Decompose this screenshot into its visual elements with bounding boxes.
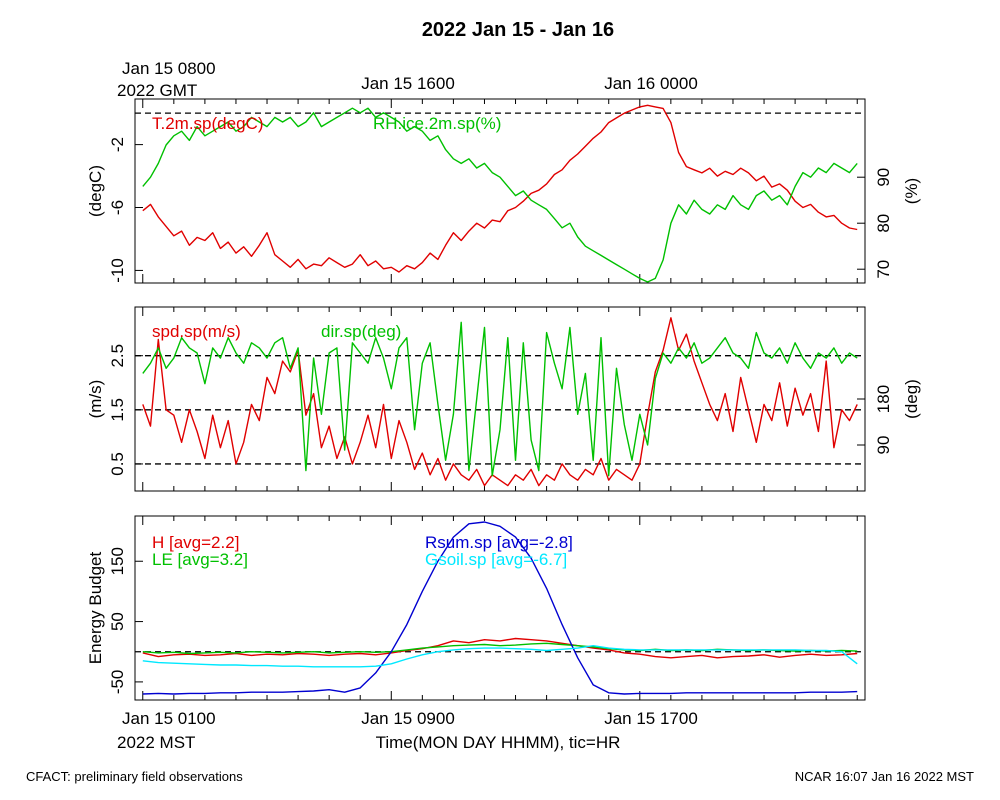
panel-1-frame xyxy=(134,98,866,284)
y-tick-label-left: 150 xyxy=(108,547,127,575)
legend-temperature: T.2m.sp(degC) xyxy=(152,114,263,133)
series-line-dir-sp-deg xyxy=(142,321,858,477)
series-line-rh-ice-2m-sp xyxy=(142,107,858,283)
y-tick-label-left: -50 xyxy=(108,670,127,695)
chart-title: 2022 Jan 15 - Jan 16 xyxy=(422,19,614,41)
bottom-axis-start-tz: 2022 MST xyxy=(117,733,195,752)
series-line-gsoil-sp-avg-6-7 xyxy=(142,645,858,668)
y-tick-label-left: -6 xyxy=(108,200,127,215)
y-label-left-3: Energy Budget xyxy=(86,551,105,664)
legend-le: LE [avg=3.2] xyxy=(152,550,248,569)
y-tick-label-left: 2.5 xyxy=(108,344,127,368)
panel-wind: 2.5 1.5 0.5 180 90 spd.sp(m/s) dir.sp(deg) (… xyxy=(86,306,921,492)
y-label-right-1: (%) xyxy=(902,178,921,204)
legend-humidity: RH.ice.2m.sp(%) xyxy=(373,114,501,133)
y-tick-label-right: 80 xyxy=(874,214,893,233)
legend-rsum: Rsum.sp [avg=-2.8] xyxy=(425,533,573,552)
footer-left: CFACT: preliminary field observations xyxy=(26,769,243,784)
series-line-h-avg-2-2 xyxy=(142,637,858,659)
top-axis-start-date: Jan 15 0800 xyxy=(122,59,216,78)
panel-temperature-humidity: -2 -6 -10 90 80 70 T.2m.sp(degC) RH.ice.2m.sp… xyxy=(86,98,921,284)
top-axis-label-1: Jan 15 1600 xyxy=(361,74,455,93)
footer-right: NCAR 16:07 Jan 16 2022 MST xyxy=(795,769,974,784)
y-tick-label-left: 50 xyxy=(108,612,127,631)
series-line-t-2m-sp-degc xyxy=(142,104,858,273)
legend-wind-speed: spd.sp(m/s) xyxy=(152,322,241,341)
legend-wind-direction: dir.sp(deg) xyxy=(321,322,401,341)
y-tick-label-left: 0.5 xyxy=(108,452,127,476)
y-tick-label-left: -2 xyxy=(108,137,127,152)
panel-energy-budget: 150 50 -50 H [avg=2.2] LE [avg=3.2] Rsum.s… xyxy=(86,515,866,701)
y-label-right-2: (deg) xyxy=(902,379,921,419)
y-tick-label-left: 1.5 xyxy=(108,398,127,422)
legend-gsoil: Gsoil.sp [avg=-6.7] xyxy=(425,550,567,569)
y-tick-label-right: 90 xyxy=(874,168,893,187)
series-line-rsum-sp-avg-2-8 xyxy=(142,521,858,695)
top-axis-label-2: Jan 16 0000 xyxy=(604,74,698,93)
y-tick-label-right: 90 xyxy=(874,436,893,455)
y-label-left-2: (m/s) xyxy=(86,380,105,419)
bottom-axis-start-date: Jan 15 0100 xyxy=(122,709,216,728)
series-line-spd-sp-m-s xyxy=(142,317,858,487)
bottom-axis-label-1: Jan 15 0900 xyxy=(361,709,455,728)
y-tick-label-right: 180 xyxy=(874,385,893,413)
x-axis-title: Time(MON DAY HHMM), tic=HR xyxy=(376,733,621,752)
top-axis-start-tz: 2022 GMT xyxy=(117,81,197,100)
bottom-axis-label-2: Jan 15 1700 xyxy=(604,709,698,728)
panel-3-frame xyxy=(134,515,866,701)
y-tick-label-right: 70 xyxy=(874,260,893,279)
legend-h: H [avg=2.2] xyxy=(152,533,239,552)
y-tick-label-left: -10 xyxy=(108,258,127,283)
y-label-left-1: (degC) xyxy=(86,165,105,217)
